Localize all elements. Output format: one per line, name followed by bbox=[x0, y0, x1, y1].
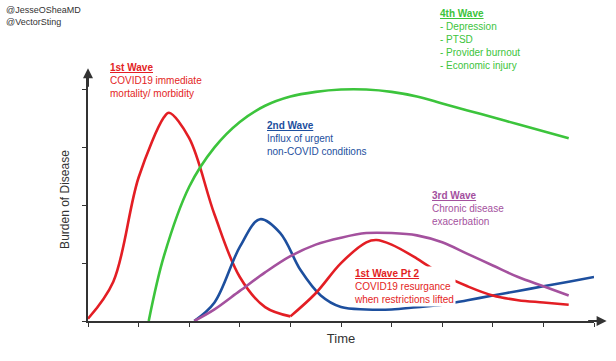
svg-text:Burden of Disease: Burden of Disease bbox=[58, 150, 72, 249]
svg-text:1st WaveCOVID19 immediatemorta: 1st WaveCOVID19 immediatemortality/ morb… bbox=[110, 62, 202, 99]
svg-text:Time: Time bbox=[327, 331, 355, 346]
svg-text:1st Wave Pt 2COVID19 resurganc: 1st Wave Pt 2COVID19 resurgancewhen rest… bbox=[354, 268, 454, 305]
svg-text:3rd WaveChronic diseaseexacerb: 3rd WaveChronic diseaseexacerbation bbox=[432, 190, 504, 227]
svg-text:4th Wave- Depression- PTSD- Pr: 4th Wave- Depression- PTSD- Provider bur… bbox=[440, 8, 520, 71]
svg-text:2nd WaveInflux of urgentnon-CO: 2nd WaveInflux of urgentnon-COVID condit… bbox=[267, 120, 367, 157]
svg-text:@JesseOSheaMD@VectorSting: @JesseOSheaMD@VectorSting bbox=[6, 5, 81, 27]
